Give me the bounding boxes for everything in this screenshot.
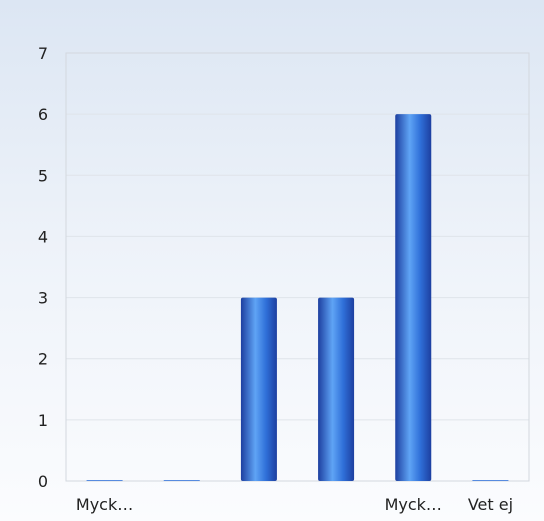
y-tick-label: 2 <box>38 350 48 369</box>
y-tick-label: 0 <box>38 472 48 491</box>
y-tick-label: 5 <box>38 166 48 185</box>
bar-2 <box>240 297 277 481</box>
bar-3 <box>318 297 355 481</box>
y-tick-label: 7 <box>38 44 48 63</box>
bars <box>86 114 509 482</box>
y-tick-label: 1 <box>38 411 48 430</box>
bar-5 <box>472 480 509 481</box>
bar-1 <box>163 480 200 481</box>
x-tick-label: Myck… <box>385 495 442 514</box>
grid-lines <box>66 113 529 421</box>
x-axis-tick-labels: Myck… Myck… Vet ej <box>76 495 513 514</box>
bar-4 <box>395 114 432 482</box>
y-tick-label: 4 <box>38 227 48 246</box>
y-tick-label: 6 <box>38 105 48 124</box>
y-axis-tick-labels: 0 1 2 3 4 5 6 7 <box>38 44 48 491</box>
plot-area-frame <box>65 52 530 482</box>
x-tick-label: Myck… <box>76 495 133 514</box>
x-tick-label: Vet ej <box>468 495 513 514</box>
bar-0 <box>86 480 123 481</box>
y-tick-label: 3 <box>38 289 48 308</box>
